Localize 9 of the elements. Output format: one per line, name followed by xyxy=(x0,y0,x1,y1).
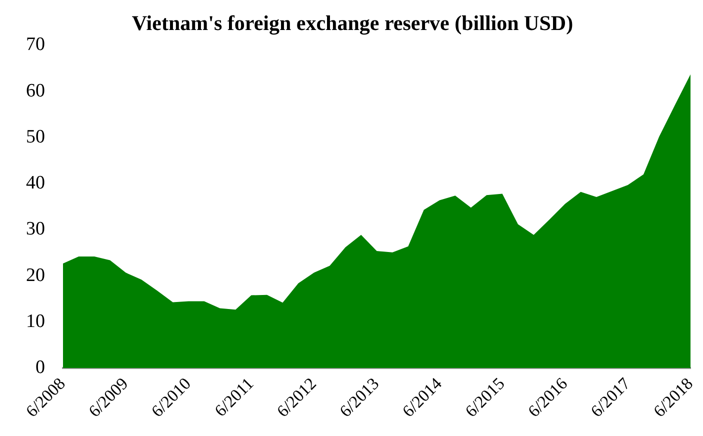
chart-title: Vietnam's foreign exchange reserve (billion USD) xyxy=(132,11,574,36)
y-tick-label: 50 xyxy=(26,126,45,148)
y-tick-label: 10 xyxy=(26,311,45,332)
y-tick-label: 40 xyxy=(26,172,45,194)
y-tick-label: 70 xyxy=(26,34,45,56)
y-tick-label: 30 xyxy=(26,218,45,240)
y-tick-label: 60 xyxy=(26,80,45,102)
y-tick-label: 20 xyxy=(26,264,45,286)
y-tick-label: 0 xyxy=(36,357,45,378)
